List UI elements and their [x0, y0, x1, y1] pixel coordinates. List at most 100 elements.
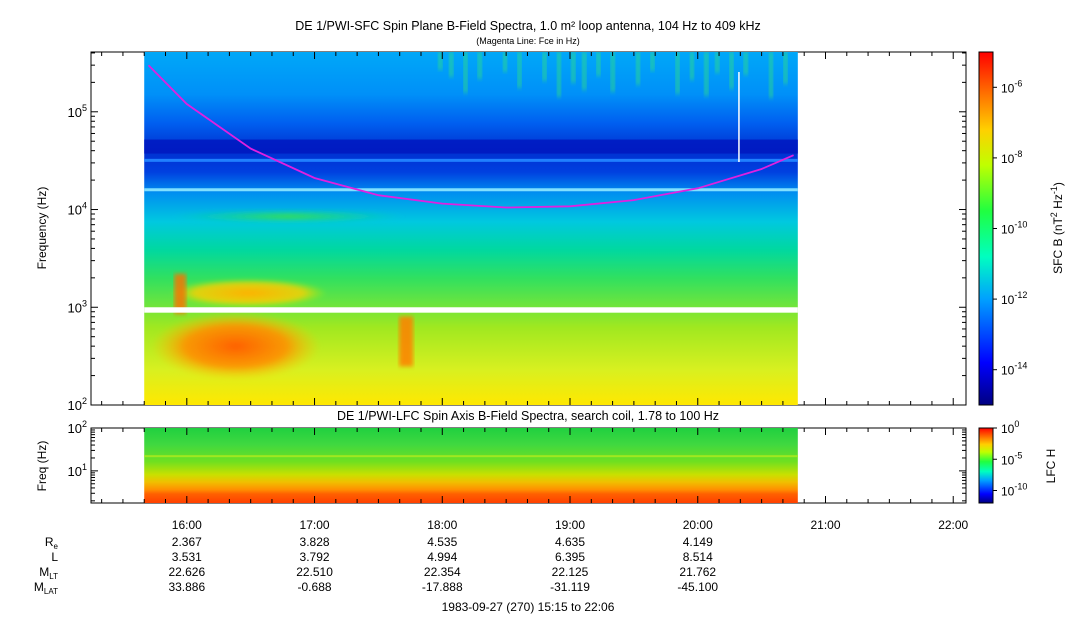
lfc-background-spectrum [144, 428, 798, 503]
sfc-y-axis-label: Frequency (Hz) [35, 187, 49, 270]
ephemeris-value: 33.886 [168, 580, 205, 594]
fce-magenta-line [147, 64, 794, 209]
time-tick-label: 16:00 [172, 518, 202, 532]
lfc-band-edge [144, 455, 798, 458]
sfc-orange-band [170, 278, 328, 307]
sfc-y-tick-label: 103 [68, 298, 87, 315]
sfc-data-gap [144, 307, 798, 313]
sfc-y-tick-label: 104 [68, 201, 87, 218]
sfc-colorbar-tick-label: 10-14 [1001, 361, 1027, 378]
sfc-speckle [503, 52, 508, 72]
time-tick-label: 18:00 [427, 518, 457, 532]
top-panel-title: DE 1/PWI-SFC Spin Plane B-Field Spectra,… [295, 19, 761, 33]
ephemeris-value: 6.395 [555, 550, 585, 564]
sfc-spectrogram-image [144, 52, 798, 405]
sfc-y-tick-label: 102 [68, 396, 87, 413]
ephemeris-row-label: L [51, 550, 58, 564]
lfc-spectrogram-image [144, 428, 798, 503]
sfc-speckle [729, 52, 734, 89]
lfc-y-axis: 102 101 [68, 419, 966, 502]
sfc-spectrogram-panel: 102 103 104 105 Frequency (Hz) [35, 51, 967, 413]
ephemeris-value: -45.100 [677, 580, 718, 594]
sfc-speckle [769, 52, 774, 98]
sfc-speckle [743, 52, 748, 75]
sfc-speckle [783, 52, 788, 84]
lfc-colorbar-tick-label: 100 [1001, 419, 1019, 436]
sfc-line-33khz [144, 158, 798, 162]
time-tick-label: 20:00 [683, 518, 713, 532]
sfc-colorbar-tick-label: 10-10 [1001, 220, 1027, 237]
sfc-burst-1745 [399, 316, 414, 367]
sfc-colorbar-label: SFC B (nT2 Hz-1) [1049, 182, 1065, 274]
lfc-y-axis-label: Freq (Hz) [35, 441, 49, 492]
lfc-y-tick-label: 102 [68, 419, 87, 436]
sfc-burst-1600 [174, 273, 187, 314]
lfc-colorbar-label: LFC H [1044, 449, 1058, 484]
ephemeris-value: 8.514 [683, 550, 713, 564]
sfc-y-axis: 102 103 104 105 [68, 52, 966, 413]
ephemeris-value: 21.762 [679, 565, 716, 579]
sfc-colorbar-tick-label: 10-8 [1001, 149, 1022, 166]
sfc-speckle [582, 52, 587, 90]
time-tick-label: 19:00 [555, 518, 585, 532]
ephemeris-value: 22.125 [552, 565, 589, 579]
sfc-speckle [556, 52, 561, 97]
footer-date-range: 1983-09-27 (270) 15:15 to 22:06 [442, 600, 615, 614]
sfc-green-band [170, 209, 406, 224]
lfc-colorbar-tick-label: 10-10 [1001, 482, 1027, 499]
sfc-speckle [636, 52, 641, 85]
ephemeris-value: 22.510 [296, 565, 333, 579]
ephemeris-value: -0.688 [298, 580, 332, 594]
ephemeris-value: 4.994 [427, 550, 457, 564]
sfc-speckle [542, 52, 547, 81]
sfc-speckle [438, 52, 443, 70]
top-panel-subtitle: (Magenta Line: Fce in Hz) [476, 36, 580, 46]
ephemeris-value: -17.888 [422, 580, 463, 594]
sfc-colorbar-tick-label: 10-6 [1001, 78, 1022, 95]
ephemeris-row-label: MLAT [34, 580, 58, 596]
sfc-speckle [675, 52, 680, 94]
sfc-y-tick-label: 105 [68, 103, 87, 120]
sfc-speckle [610, 52, 615, 92]
lfc-spectrogram-panel: 102 101 Freq (Hz) [35, 419, 967, 504]
lfc-colorbar-tick-label: 10-5 [1001, 450, 1022, 467]
ephemeris-value: 4.635 [555, 535, 585, 549]
sfc-colorbar-tick-label: 10-12 [1001, 290, 1027, 307]
sfc-speckle [650, 52, 655, 71]
sfc-line-16khz [144, 188, 798, 192]
ephemeris-row-label: Re [45, 535, 59, 551]
ephemeris-value: 3.531 [172, 550, 202, 564]
bottom-panel-title: DE 1/PWI-LFC Spin Axis B-Field Spectra, … [337, 409, 719, 423]
ephemeris-value: 22.626 [168, 565, 205, 579]
lfc-y-tick-label: 101 [68, 462, 87, 479]
sfc-speckle [517, 52, 522, 88]
lfc-colorbar-gradient [978, 427, 994, 504]
ephemeris-value: 4.149 [683, 535, 713, 549]
lfc-colorbar: LFC H 100 10-5 10-10 [978, 419, 1058, 504]
sfc-speckle [463, 52, 468, 93]
ephemeris-value: -31.119 [550, 580, 590, 594]
sfc-speckle [449, 52, 454, 77]
ephemeris-value: 3.792 [300, 550, 330, 564]
ephemeris-row-label: MLT [39, 565, 58, 581]
sfc-speckle [596, 52, 601, 76]
sfc-colorbar-gradient [978, 51, 994, 406]
sfc-speckle [477, 52, 482, 79]
time-tick-label: 22:00 [938, 518, 968, 532]
ephemeris-value: 4.535 [427, 535, 457, 549]
ephemeris-value: 22.354 [424, 565, 461, 579]
ephemeris-table: Re 2.367 3.828 4.535 4.635 4.149 L 3.531 3.792 4.… [34, 535, 719, 596]
sfc-colorbar: SFC B (nT2 Hz-1) 10-6 10-8 10-10 10-12 10-14 [978, 51, 1065, 406]
sfc-dark-blue-band [144, 139, 798, 154]
sfc-speckle [715, 52, 720, 73]
ephemeris-value: 3.828 [300, 535, 330, 549]
time-axis-ticks: 16:00 17:00 18:00 19:00 20:00 21:00 22:00 [101, 52, 969, 532]
sfc-hot-emission [150, 312, 321, 381]
sfc-speckle [689, 52, 694, 80]
time-tick-label: 21:00 [810, 518, 840, 532]
sfc-speckle [571, 52, 576, 83]
sfc-dropout-line [738, 72, 740, 162]
sfc-speckle [704, 52, 709, 96]
time-tick-label: 17:00 [300, 518, 330, 532]
